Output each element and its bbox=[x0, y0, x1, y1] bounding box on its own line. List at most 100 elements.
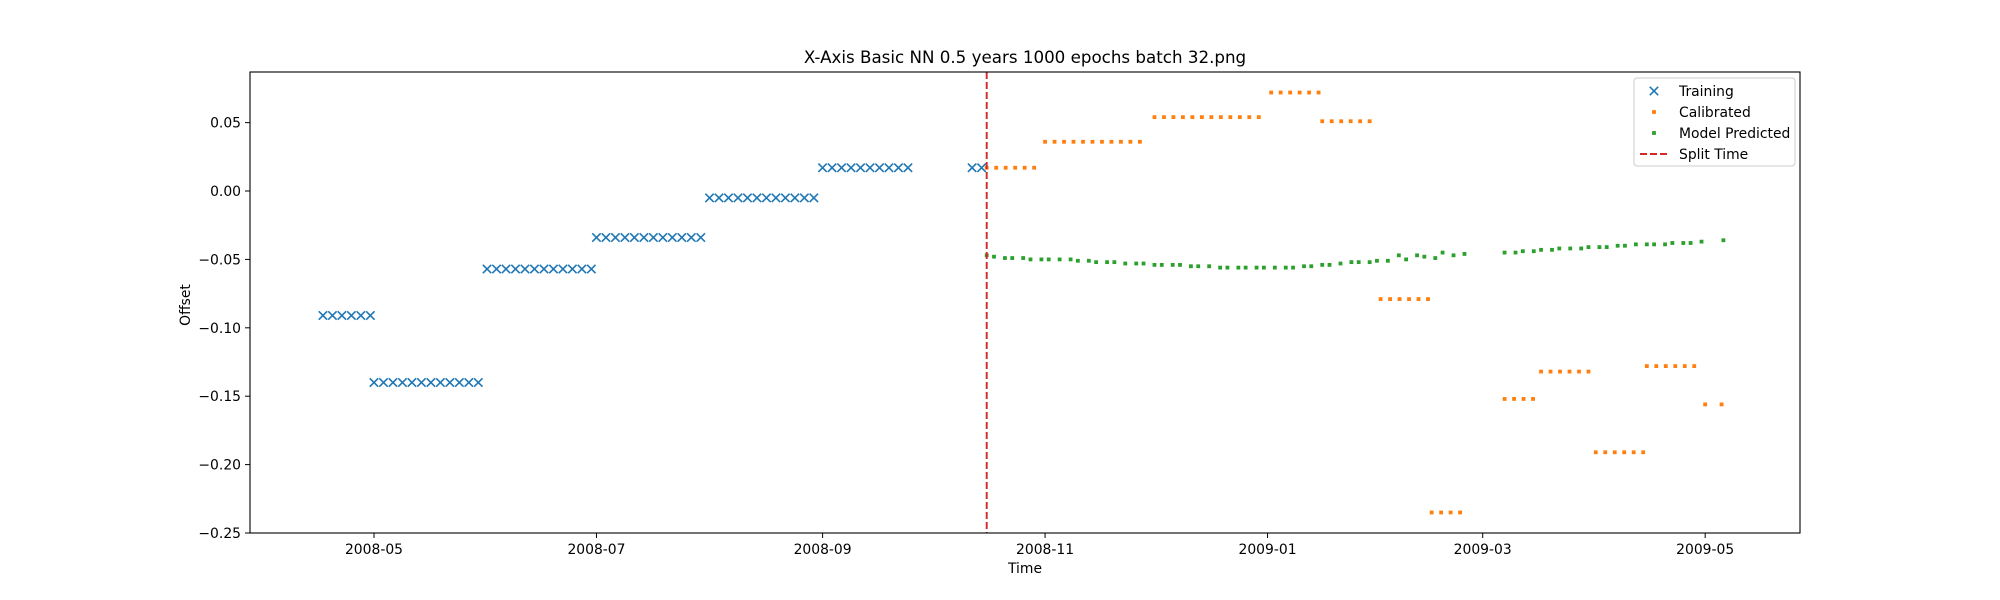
training-point bbox=[723, 193, 734, 203]
calibrated-point bbox=[1622, 450, 1627, 455]
calibrated-point bbox=[1228, 115, 1233, 120]
predicted-point bbox=[1502, 250, 1507, 255]
calibrated-point bbox=[1339, 119, 1344, 124]
marker-stroke bbox=[586, 264, 597, 274]
predicted-point bbox=[1283, 265, 1288, 270]
marker-stroke bbox=[677, 232, 687, 243]
marker-stroke bbox=[704, 193, 715, 203]
training-point bbox=[346, 310, 357, 321]
marker-stroke bbox=[714, 193, 724, 203]
predicted-point bbox=[1152, 262, 1157, 267]
predicted-point bbox=[1068, 257, 1073, 262]
predicted-point bbox=[1178, 262, 1182, 267]
training-point bbox=[473, 377, 484, 388]
marker-stroke bbox=[771, 193, 781, 203]
predicted-point bbox=[1261, 265, 1266, 270]
calibrated-point bbox=[1237, 115, 1242, 120]
predicted-point bbox=[1218, 265, 1223, 270]
calibrated-point bbox=[1429, 510, 1434, 515]
predicted-point bbox=[1375, 258, 1379, 263]
y-tick-label: −0.10 bbox=[198, 321, 241, 337]
predicted-point bbox=[1309, 264, 1314, 269]
calibrated-point bbox=[1603, 450, 1608, 455]
calibrated-point bbox=[1548, 369, 1553, 374]
calibrated-point bbox=[1162, 115, 1166, 120]
training-point bbox=[601, 232, 611, 243]
predicted-point bbox=[1134, 261, 1139, 266]
predicted-point bbox=[1367, 260, 1372, 265]
calibrated-point bbox=[1269, 90, 1274, 95]
training-point bbox=[733, 193, 743, 203]
marker-stroke bbox=[809, 193, 819, 203]
predicted-point bbox=[1681, 241, 1686, 245]
calibrated-point bbox=[1631, 450, 1636, 455]
predicted-point bbox=[1550, 247, 1554, 252]
predicted-point bbox=[1170, 262, 1175, 267]
marker-stroke bbox=[388, 377, 398, 388]
training-point bbox=[967, 162, 977, 173]
marker-stroke bbox=[601, 232, 611, 243]
legend-entry: Calibrated bbox=[1652, 105, 1751, 121]
calibrated-point bbox=[1378, 297, 1383, 301]
legend-box bbox=[1633, 77, 1796, 167]
calibrated-point bbox=[1512, 397, 1516, 401]
training-point bbox=[464, 377, 474, 388]
training-point bbox=[752, 193, 762, 203]
training-point bbox=[827, 162, 837, 173]
training-point bbox=[378, 377, 389, 388]
predicted-point bbox=[1721, 238, 1726, 243]
training-point bbox=[501, 264, 511, 274]
predicted-point bbox=[1039, 257, 1044, 262]
calibrated-point bbox=[1152, 115, 1157, 120]
calibrated-point bbox=[1531, 397, 1535, 401]
marker-stroke bbox=[733, 193, 743, 203]
predicted-point bbox=[1159, 262, 1164, 267]
calibrated-point bbox=[1439, 510, 1444, 515]
marker-stroke bbox=[893, 162, 904, 173]
legend: Training Calibrated Model Predicted Split T… bbox=[1633, 77, 1796, 167]
series-training bbox=[318, 162, 987, 388]
training-point bbox=[809, 193, 819, 203]
calibrated-point bbox=[1062, 139, 1066, 144]
predicted-point bbox=[1451, 253, 1456, 258]
training-point bbox=[482, 264, 492, 274]
legend-swatch bbox=[1649, 86, 1659, 96]
calibrated-point bbox=[1081, 139, 1085, 144]
marker-stroke bbox=[865, 162, 875, 173]
marker-stroke bbox=[454, 377, 465, 388]
training-point bbox=[539, 264, 549, 274]
predicted-point bbox=[1021, 256, 1026, 260]
calibrated-point bbox=[1448, 510, 1453, 515]
marker-stroke bbox=[510, 264, 521, 274]
training-point bbox=[407, 377, 417, 388]
x-tick-label: 2008-07 bbox=[567, 542, 625, 558]
marker-stroke bbox=[577, 264, 587, 274]
chart-title: X-Axis Basic NN 0.5 years 1000 epochs ba… bbox=[804, 47, 1246, 67]
calibrated-point bbox=[1199, 115, 1204, 120]
training-point bbox=[648, 232, 659, 243]
calibrated-point bbox=[1388, 297, 1392, 301]
x-tick-label: 2008-11 bbox=[1016, 542, 1074, 558]
marker-stroke bbox=[539, 264, 549, 274]
calibrated-point bbox=[1109, 139, 1114, 144]
training-point bbox=[416, 377, 427, 388]
predicted-point bbox=[1404, 257, 1409, 262]
predicted-point bbox=[1291, 265, 1295, 270]
legend-label: Model Predicted bbox=[1679, 126, 1790, 142]
predicted-point bbox=[1075, 258, 1080, 263]
marker-stroke bbox=[817, 162, 828, 173]
marker-stroke bbox=[591, 232, 602, 243]
training-point bbox=[790, 193, 800, 203]
calibrated-point bbox=[1644, 364, 1649, 369]
marker-stroke bbox=[790, 193, 800, 203]
training-point bbox=[836, 162, 847, 173]
predicted-point bbox=[1302, 264, 1306, 269]
marker-stroke bbox=[346, 310, 357, 321]
predicted-point bbox=[1112, 260, 1117, 265]
legend-swatch bbox=[1652, 110, 1656, 114]
marker-stroke bbox=[855, 162, 866, 173]
marker-stroke bbox=[620, 232, 630, 243]
predicted-point bbox=[1433, 256, 1438, 260]
predicted-point bbox=[1633, 242, 1638, 247]
